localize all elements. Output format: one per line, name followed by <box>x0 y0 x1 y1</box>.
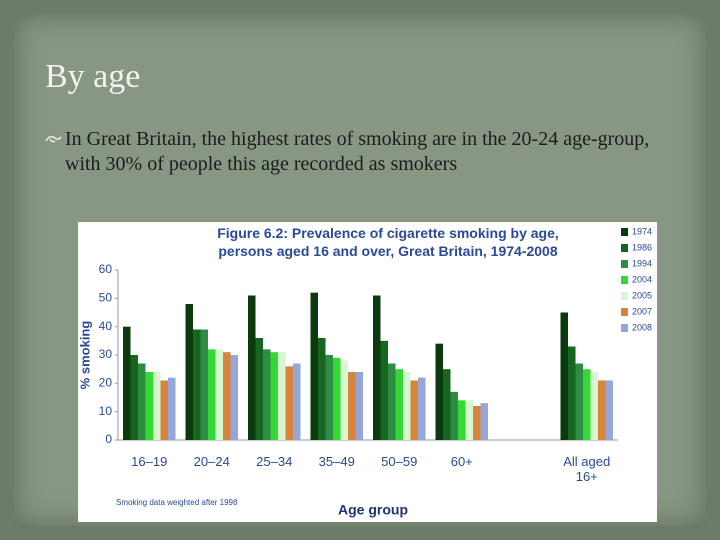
bar <box>123 326 131 440</box>
x-tick-label-box: 60+ <box>450 454 473 469</box>
bar <box>130 355 138 440</box>
legend-swatch <box>621 276 628 284</box>
x-tick-label: 35–49 <box>318 454 355 469</box>
bar <box>340 360 348 440</box>
x-tick-label-box: 16–19 <box>131 454 168 469</box>
bar <box>458 400 466 440</box>
bar <box>560 312 568 440</box>
bar <box>598 380 606 440</box>
legend-swatch <box>621 308 628 316</box>
bar <box>473 406 481 440</box>
bar <box>605 380 613 440</box>
legend-swatch <box>621 244 628 252</box>
bar <box>418 377 426 440</box>
y-tick-label: 50 <box>99 291 113 305</box>
bar <box>168 377 176 440</box>
legend-label: 2008 <box>632 322 652 332</box>
legend-swatch <box>621 324 628 332</box>
legend-label: 2004 <box>632 274 652 284</box>
legend-swatch <box>621 260 628 268</box>
bar <box>255 338 263 440</box>
bar <box>153 372 161 440</box>
legend-label: 1986 <box>632 242 652 252</box>
bar <box>583 369 591 440</box>
bar <box>355 372 363 440</box>
y-axis-label: % smoking <box>78 321 92 390</box>
x-tick-label: 16–19 <box>131 454 168 469</box>
bar <box>575 363 583 440</box>
legend-label: 1994 <box>632 258 652 268</box>
legend-label: 2005 <box>632 290 652 300</box>
bar <box>388 363 396 440</box>
bar <box>278 352 286 440</box>
y-tick-label: 60 <box>99 262 113 276</box>
bar <box>193 329 201 440</box>
bar <box>215 349 223 440</box>
x-tick-label-box: 20–24 <box>193 454 230 469</box>
bar <box>348 372 356 440</box>
bar <box>208 349 216 440</box>
slide-title: By age <box>45 58 141 95</box>
bar <box>568 346 576 440</box>
note: Smoking data weighted after 1998 <box>116 498 238 507</box>
chart-title-box: Figure 6.2: Prevalence of cigarette smok… <box>217 225 559 259</box>
x-axis-label: Age group <box>338 502 408 518</box>
x-tick-label-box: 25–34 <box>256 454 293 469</box>
legend-swatch <box>621 292 628 300</box>
bar <box>185 304 193 440</box>
bar <box>145 372 153 440</box>
bar <box>465 400 473 440</box>
bar <box>480 403 488 440</box>
bar <box>160 380 168 440</box>
y-tick-label: 20 <box>99 376 113 390</box>
bar <box>270 352 278 440</box>
bar <box>380 340 388 440</box>
bar <box>310 292 318 440</box>
bar <box>450 391 458 440</box>
legend-label: 1974 <box>632 226 652 236</box>
legend-swatch <box>621 228 628 236</box>
bar <box>138 363 146 440</box>
bar <box>223 352 231 440</box>
x-tick-label-box: All aged 16+ <box>563 454 611 484</box>
bar <box>443 369 451 440</box>
x-tick-label: 50–59 <box>381 454 418 469</box>
bar <box>373 295 381 440</box>
bar <box>248 295 256 440</box>
y-tick-label: 10 <box>99 404 113 418</box>
y-tick-label: 30 <box>99 347 113 361</box>
bar <box>318 338 326 440</box>
x-tick-label-box: 35–49 <box>318 454 355 469</box>
bar <box>200 329 208 440</box>
bullet-icon <box>45 135 62 143</box>
y-tick-label: 0 <box>105 432 112 446</box>
bar <box>333 357 341 440</box>
bar <box>410 380 418 440</box>
bar <box>285 366 293 440</box>
bar <box>435 343 443 440</box>
bar <box>325 355 333 440</box>
x-tick-label: 20–24 <box>193 454 230 469</box>
x-tick-label: All aged 16+ <box>563 454 611 484</box>
bullet-text: In Great Britain, the highest rates of s… <box>65 128 650 175</box>
chart-title: Figure 6.2: Prevalence of cigarette smok… <box>217 225 559 259</box>
bar <box>230 355 238 440</box>
bar <box>403 372 411 440</box>
x-tick-label: 60+ <box>450 454 473 469</box>
bar <box>263 349 271 440</box>
bar <box>293 363 301 440</box>
x-tick-label: 25–34 <box>256 454 293 469</box>
chart: Figure 6.2: Prevalence of cigarette smok… <box>78 222 657 522</box>
bar <box>590 372 598 440</box>
x-tick-label-box: 50–59 <box>381 454 418 469</box>
y-tick-label: 40 <box>99 319 113 333</box>
bar <box>395 369 403 440</box>
legend-label: 2007 <box>632 306 652 316</box>
